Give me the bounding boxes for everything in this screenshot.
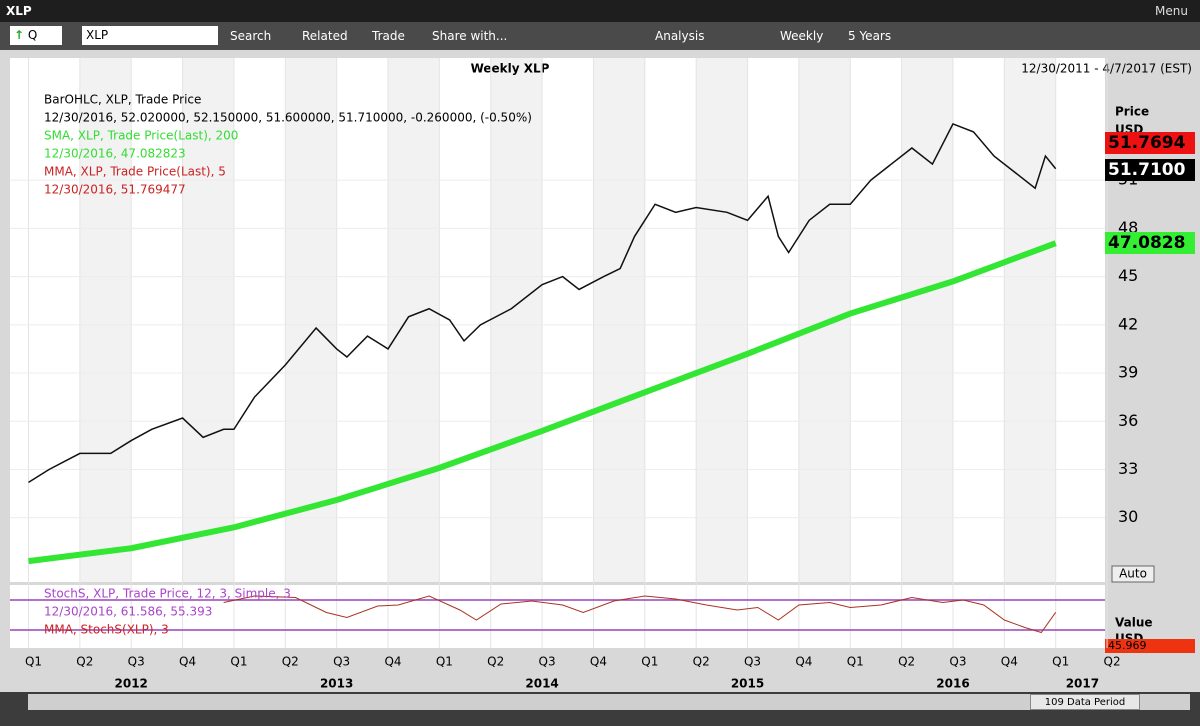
- x-tick-label: Q2: [487, 655, 504, 669]
- quarter-band: [1004, 58, 1056, 582]
- price-box-label: 51.7100: [1108, 160, 1186, 180]
- symbol-input[interactable]: XLP: [82, 26, 218, 45]
- x-tick-label: Q3: [744, 655, 761, 669]
- legend-entry: SMA, XLP, Trade Price(Last), 200: [44, 129, 238, 143]
- stoch-legend-entry: MMA, StochS(XLP), 3: [44, 623, 169, 637]
- menu-button[interactable]: Menu: [1155, 4, 1188, 18]
- symbol-type-text: Q: [27, 28, 38, 42]
- toolbar-item[interactable]: Share with...: [432, 29, 508, 43]
- year-label: 2015: [731, 677, 764, 691]
- legend-entry: 12/30/2016, 51.769477: [44, 183, 186, 197]
- stoch-panel: [10, 585, 1105, 648]
- x-tick-label: Q2: [898, 655, 915, 669]
- chart-title: Weekly XLP: [471, 62, 550, 76]
- price-axis-title: Price: [1115, 105, 1149, 119]
- quarter-band: [696, 58, 748, 582]
- legend-entry: 12/30/2016, 52.020000, 52.150000, 51.600…: [44, 111, 532, 125]
- toolbar-item[interactable]: Analysis: [655, 29, 705, 43]
- year-label: 2016: [936, 677, 969, 691]
- x-tick-label: Q3: [949, 655, 966, 669]
- y-tick-label: 39: [1118, 363, 1138, 382]
- toolbar-item[interactable]: Trade: [372, 29, 405, 43]
- x-tick-label: Q3: [539, 655, 556, 669]
- quarter-band: [798, 58, 851, 582]
- y-tick-label: 30: [1118, 507, 1138, 526]
- x-tick-label: Q4: [590, 655, 607, 669]
- auto-label: Auto: [1119, 567, 1147, 581]
- y-tick-label: 42: [1118, 314, 1138, 333]
- price-box: [1105, 232, 1195, 254]
- quarter-band: [593, 58, 645, 582]
- stoch-legend-entry: StochS, XLP, Trade Price, 12, 3, Simple,…: [44, 587, 291, 601]
- x-tick-label: Q1: [641, 655, 658, 669]
- x-tick-label: Q4: [795, 655, 812, 669]
- x-tick-label: Q2: [693, 655, 710, 669]
- year-label: 2017: [1066, 677, 1099, 691]
- legend-entry: MMA, XLP, Trade Price(Last), 5: [44, 165, 226, 179]
- data-period-button[interactable]: 109 Data Period: [1030, 694, 1140, 710]
- series-line: [223, 595, 1057, 634]
- x-tick-label: Q4: [179, 655, 196, 669]
- price-box-label: 47.0828: [1108, 233, 1185, 253]
- toolbar-item[interactable]: Related: [302, 29, 348, 43]
- y-tick-label: 45: [1118, 266, 1138, 285]
- value-label: 45.969: [1108, 639, 1147, 652]
- series-line: [28, 122, 1057, 483]
- x-tick-label: Q3: [128, 655, 145, 669]
- price-box-label: 51.7694: [1108, 133, 1186, 153]
- x-tick-label: Q4: [384, 655, 401, 669]
- legend-entry: 12/30/2016, 47.082823: [44, 147, 186, 161]
- year-label: 2014: [525, 677, 558, 691]
- year-label: 2013: [320, 677, 353, 691]
- x-tick-label: Q4: [1001, 655, 1018, 669]
- value-box: [1105, 639, 1195, 653]
- bands: [79, 58, 1056, 582]
- x-tick-label: Q1: [847, 655, 864, 669]
- x-tick-label: Q1: [436, 655, 453, 669]
- quarter-band: [182, 58, 234, 582]
- quarter-band: [388, 58, 440, 582]
- y-tick-label: 36: [1118, 411, 1138, 430]
- quarter-band: [285, 58, 337, 582]
- series-line: [28, 240, 1057, 565]
- quarter-band: [79, 58, 132, 582]
- symbol-type[interactable]: ↑ Q: [10, 26, 62, 45]
- x-tick-label: Q1: [1052, 655, 1069, 669]
- price-box: [1105, 159, 1195, 181]
- chart: Weekly XLP 12/30/2011 - 4/7/2017 (EST) P…: [0, 50, 1200, 692]
- value-axis-title: Value: [1115, 616, 1153, 630]
- x-tick-label: Q2: [1104, 655, 1121, 669]
- price-box: [1105, 132, 1195, 154]
- toolbar: ↑ Q XLP Search Related Trade Share with.…: [0, 22, 1200, 50]
- toolbar-item[interactable]: Search: [230, 29, 272, 43]
- footer: 109 Data Period: [0, 692, 1200, 726]
- x-tick-label: Q2: [76, 655, 93, 669]
- stoch-legend-entry: 12/30/2016, 61.586, 55.393: [44, 605, 212, 619]
- quarter-band: [901, 58, 953, 582]
- y-tick-label: 33: [1118, 459, 1138, 478]
- x-tick-label: Q1: [230, 655, 247, 669]
- year-label: 2012: [115, 677, 148, 691]
- quarter-band: [490, 58, 543, 582]
- x-tick-label: Q3: [333, 655, 350, 669]
- window-title: XLP: [6, 4, 32, 18]
- toolbar-item[interactable]: Weekly: [780, 29, 824, 43]
- title-bar: XLP Menu: [0, 0, 1200, 22]
- x-tick-label: Q1: [25, 655, 42, 669]
- auto-button[interactable]: [1111, 565, 1155, 583]
- toolbar-item[interactable]: 5 Years: [848, 29, 892, 43]
- x-tick-label: Q2: [282, 655, 299, 669]
- legend-entry: BarOHLC, XLP, Trade Price: [44, 93, 201, 107]
- scroll-bar[interactable]: [28, 694, 1190, 710]
